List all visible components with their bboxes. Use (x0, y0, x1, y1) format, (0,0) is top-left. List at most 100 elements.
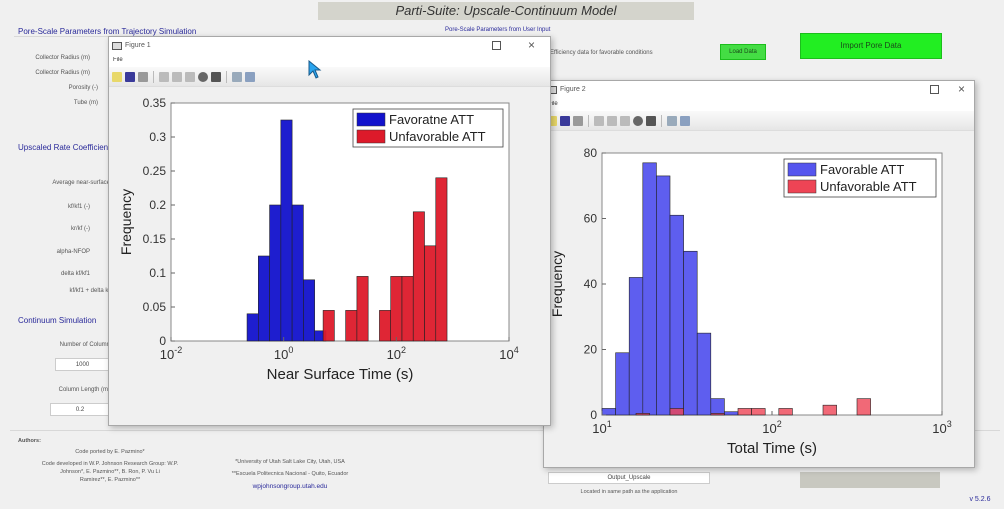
insert-legend-icon[interactable] (245, 71, 255, 82)
zoom-out-icon[interactable] (607, 115, 617, 126)
separator (226, 70, 227, 83)
svg-text:100: 100 (274, 345, 293, 362)
save-icon[interactable] (125, 71, 135, 82)
svg-text:10-2: 10-2 (160, 345, 182, 362)
continuum-panel-title: Continuum Simulation (18, 316, 97, 325)
svg-text:Unfavorable ATT: Unfavorable ATT (389, 129, 486, 144)
separator (661, 114, 662, 127)
field-label: Collector Radius (m) (35, 70, 90, 76)
field-label: kf/kf1 + delta kf (69, 288, 110, 294)
svg-text:102: 102 (762, 419, 781, 436)
authors-line: Ramirez**, E. Pazmino** (79, 477, 141, 483)
rotate-icon[interactable] (198, 71, 208, 82)
divider (10, 430, 1000, 431)
svg-text:0.35: 0.35 (143, 96, 167, 110)
svg-text:0.25: 0.25 (143, 164, 167, 178)
version-label: v 5.2.6 (969, 496, 991, 503)
number-of-column-input[interactable]: 1000 (55, 358, 110, 371)
authors-heading: Authors: (18, 438, 41, 444)
separator (588, 114, 589, 127)
figure-1-titlebar[interactable]: Figure 1 × (109, 37, 550, 57)
svg-text:40: 40 (584, 277, 598, 291)
separator (153, 70, 154, 83)
svg-text:Near Surface Time (s): Near Surface Time (s) (267, 366, 414, 383)
zoom-in-icon[interactable] (594, 115, 604, 126)
svg-text:80: 80 (584, 146, 598, 160)
figure-2-title: Figure 2 (560, 86, 586, 93)
svg-text:Frequency: Frequency (118, 189, 134, 255)
insert-legend-icon[interactable] (680, 115, 690, 126)
field-label: alpha-NFOP (56, 249, 90, 255)
group-website-link[interactable]: wpjohnsongroup.utah.edu (252, 483, 328, 490)
figure-1-window[interactable]: Figure 1 × File 0 0.05 0.1 0.15 0.2 0.25 0.3 0.… (108, 36, 551, 426)
pan-icon[interactable] (620, 115, 630, 126)
authors-line: Code ported by E. Pazmino* (75, 449, 145, 455)
field-label: kf/kf1 (-) (68, 204, 90, 210)
field-label: Column Length (m) (58, 387, 110, 393)
figure-2-window[interactable]: Figure 2 × File 0 20 40 60 80 101 102 103 Total … (543, 80, 975, 468)
pan-icon[interactable] (185, 71, 195, 82)
figure-1-title: Figure 1 (125, 42, 151, 49)
svg-text:60: 60 (584, 212, 598, 226)
svg-text:Unfavorable ATT: Unfavorable ATT (820, 179, 917, 194)
svg-text:101: 101 (592, 419, 611, 436)
close-icon[interactable]: × (528, 38, 536, 52)
svg-text:Frequency: Frequency (549, 251, 565, 317)
progress-bar (800, 472, 940, 488)
field-label: delta kf/kf1 (60, 271, 90, 277)
svg-text:0.05: 0.05 (143, 300, 167, 314)
upscaled-panel-title: Upscaled Rate Coefficients (18, 143, 115, 152)
figure-2-titlebar[interactable]: Figure 2 × (544, 81, 974, 101)
output-upscale-button[interactable]: Output_Upscale (548, 472, 710, 484)
figure-1-toolbar (109, 67, 550, 87)
app-title: Parti-Suite: Upscale-Continuum Model (318, 2, 694, 20)
import-pore-data-button[interactable]: Import Pore Data (800, 33, 942, 59)
field-label: Porosity (-) (68, 85, 98, 91)
field-label: Collector Radius (m) (35, 55, 90, 61)
maximize-icon[interactable] (492, 41, 501, 50)
pore-scale-user-panel-title: Pore-Scale Parameters from User Input (445, 27, 551, 33)
svg-text:0.3: 0.3 (149, 130, 166, 144)
print-icon[interactable] (138, 71, 148, 82)
svg-text:0: 0 (159, 334, 166, 348)
figure-1-menu-file[interactable]: File (109, 57, 550, 67)
open-icon[interactable] (112, 71, 122, 82)
figure-2-menu-file[interactable]: File (544, 101, 974, 111)
svg-text:0: 0 (590, 408, 597, 422)
insert-colorbar-icon[interactable] (232, 71, 242, 82)
save-icon[interactable] (560, 115, 570, 126)
zoom-out-icon[interactable] (172, 71, 182, 82)
svg-text:20: 20 (584, 343, 598, 357)
total-time-histogram: 0 20 40 60 80 101 102 103 Total Time (s) Frequenc… (549, 146, 952, 457)
affiliation-line: **Escuela Politecnica Nacional - Quito, … (231, 471, 349, 477)
data-cursor-icon[interactable] (646, 115, 656, 126)
print-icon[interactable] (573, 115, 583, 126)
svg-text:0.2: 0.2 (149, 198, 166, 212)
insert-colorbar-icon[interactable] (667, 115, 677, 126)
load-data-button[interactable]: Load Data (720, 44, 766, 60)
svg-text:Total Time (s): Total Time (s) (727, 440, 817, 457)
rotate-icon[interactable] (633, 115, 643, 126)
authors-line: Code developed in W.P. Johnson Research … (41, 461, 179, 475)
mouse-cursor-icon (308, 60, 322, 79)
output-note: Located in same path as the application (580, 489, 678, 495)
svg-text:0.1: 0.1 (149, 266, 166, 280)
efficiency-note: Efficiency data for favorable conditions (550, 50, 653, 56)
open-icon[interactable] (547, 115, 557, 126)
near-surface-time-histogram: 0 0.05 0.1 0.15 0.2 0.25 0.3 0.35 10-2 100 102 104 N… (118, 96, 519, 383)
field-label: Tube (m) (73, 100, 98, 106)
zoom-in-icon[interactable] (159, 71, 169, 82)
close-icon[interactable]: × (958, 82, 966, 96)
svg-text:0.15: 0.15 (143, 232, 167, 246)
svg-text:103: 103 (932, 419, 951, 436)
figure-icon (112, 42, 122, 50)
field-label: kr/kf (-) (71, 226, 90, 232)
maximize-icon[interactable] (930, 85, 939, 94)
column-length-input[interactable]: 0.2 (50, 403, 110, 416)
svg-text:102: 102 (387, 345, 406, 362)
field-label: Number of Column (59, 342, 110, 348)
svg-text:Favoratne ATT: Favoratne ATT (389, 112, 474, 127)
data-cursor-icon[interactable] (211, 71, 221, 82)
svg-text:Favorable ATT: Favorable ATT (820, 162, 904, 177)
field-label: Average near-surface (52, 180, 110, 186)
